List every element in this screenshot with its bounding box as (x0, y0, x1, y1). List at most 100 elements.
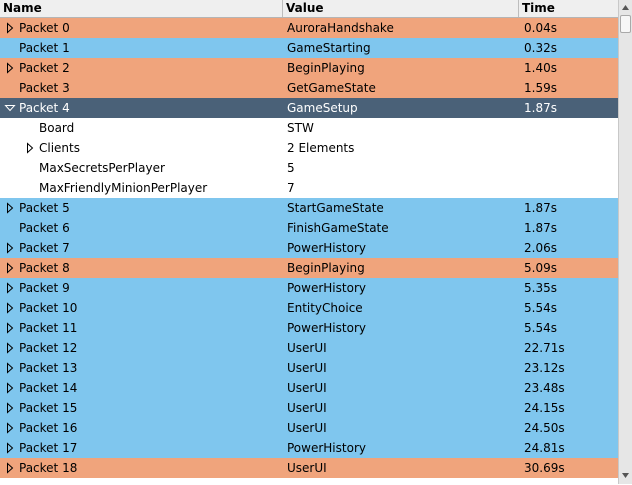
expanded-arrow-icon[interactable] (4, 98, 16, 118)
collapsed-arrow-icon[interactable] (24, 138, 36, 158)
row-value-cell: UserUI (287, 421, 327, 435)
row-value-cell: EntityChoice (287, 301, 363, 315)
row-name-cell: Packet 7 (0, 238, 283, 258)
collapsed-arrow-icon[interactable] (4, 298, 16, 318)
row-time-cell: 5.54s (524, 321, 557, 335)
collapsed-arrow-icon[interactable] (4, 438, 16, 458)
row-name-label: Packet 5 (19, 201, 70, 215)
tree-row[interactable]: Packet 11 PowerHistory 5.54s (0, 318, 618, 338)
row-name-cell: Packet 17 (0, 438, 283, 458)
tree-row[interactable]: Packet 2 BeginPlaying 1.40s (0, 58, 618, 78)
collapsed-arrow-icon[interactable] (4, 398, 16, 418)
row-name-label: Packet 0 (19, 21, 70, 35)
tree-row[interactable]: Packet 5 StartGameState 1.87s (0, 198, 618, 218)
tree-row[interactable]: Packet 1 GameStarting 0.32s (0, 38, 618, 58)
collapsed-arrow-icon[interactable] (4, 238, 16, 258)
tree-row[interactable]: MaxSecretsPerPlayer 5 (0, 158, 618, 178)
row-value-cell: 2 Elements (287, 141, 355, 155)
collapsed-arrow-icon[interactable] (4, 378, 16, 398)
tree-row[interactable]: Packet 6 FinishGameState 1.87s (0, 218, 618, 238)
collapsed-arrow-icon[interactable] (4, 418, 16, 438)
row-value-cell: AuroraHandshake (287, 21, 394, 35)
row-name-cell: Packet 18 (0, 458, 283, 478)
row-value-cell: STW (287, 121, 314, 135)
collapsed-arrow-icon[interactable] (4, 58, 16, 78)
tree-row[interactable]: Packet 13 UserUI 23.12s (0, 358, 618, 378)
row-value-cell: UserUI (287, 401, 327, 415)
row-value-cell: FinishGameState (287, 221, 389, 235)
row-name-cell: Packet 10 (0, 298, 283, 318)
row-time-cell: 23.48s (524, 381, 565, 395)
row-time-cell: 5.09s (524, 261, 557, 275)
tree-row[interactable]: Packet 0 AuroraHandshake 0.04s (0, 18, 618, 38)
row-name-cell: Board (0, 118, 283, 138)
row-value-cell: UserUI (287, 381, 327, 395)
row-time-cell: 24.50s (524, 421, 565, 435)
row-time-cell: 30.69s (524, 461, 565, 475)
scroll-down-arrow-icon[interactable] (620, 469, 631, 482)
vertical-scrollbar[interactable] (618, 0, 632, 484)
row-name-cell: Packet 13 (0, 358, 283, 378)
scroll-up-arrow-icon[interactable] (620, 1, 631, 14)
row-name-label: Packet 11 (19, 321, 78, 335)
tree-row[interactable]: Packet 18 UserUI 30.69s (0, 458, 618, 478)
row-time-cell: 0.32s (524, 41, 557, 55)
tree-rows: Packet 0 AuroraHandshake 0.04s Packet 1 Game… (0, 18, 618, 478)
tree-row[interactable]: Packet 15 UserUI 24.15s (0, 398, 618, 418)
tree-row[interactable]: Packet 9 PowerHistory 5.35s (0, 278, 618, 298)
collapsed-arrow-icon[interactable] (4, 198, 16, 218)
row-time-cell (524, 138, 616, 158)
column-header: Name Value Time (0, 0, 618, 18)
tree-row[interactable]: Packet 17 PowerHistory 24.81s (0, 438, 618, 458)
tree-row[interactable]: Packet 10 EntityChoice 5.54s (0, 298, 618, 318)
row-time-cell (524, 158, 616, 178)
tree-row[interactable]: Board STW (0, 118, 618, 138)
column-header-name[interactable]: Name (0, 0, 283, 17)
collapsed-arrow-icon[interactable] (4, 318, 16, 338)
collapsed-arrow-icon[interactable] (4, 18, 16, 38)
row-value-cell: 7 (287, 181, 295, 195)
row-name-label: Packet 17 (19, 441, 78, 455)
row-name-label: Packet 7 (19, 241, 70, 255)
column-header-time[interactable]: Time (522, 1, 555, 15)
row-name-label: Packet 6 (19, 221, 70, 235)
row-name-cell: Packet 16 (0, 418, 283, 438)
row-value-cell: GameSetup (287, 101, 358, 115)
collapsed-arrow-icon[interactable] (4, 338, 16, 358)
collapsed-arrow-icon[interactable] (4, 458, 16, 478)
row-time-cell: 1.59s (524, 81, 557, 95)
row-name-cell: Packet 6 (0, 218, 283, 238)
collapsed-arrow-icon[interactable] (4, 358, 16, 378)
row-time-cell: 23.12s (524, 361, 565, 375)
tree-row[interactable]: Packet 8 BeginPlaying 5.09s (0, 258, 618, 278)
column-header-value[interactable]: Value (283, 0, 519, 17)
row-name-label: Packet 9 (19, 281, 70, 295)
row-time-cell: 24.81s (524, 441, 565, 455)
row-name-cell: MaxFriendlyMinionPerPlayer (0, 178, 283, 198)
row-name-label: Packet 18 (19, 461, 78, 475)
tree-row[interactable]: Packet 14 UserUI 23.48s (0, 378, 618, 398)
tree-row[interactable]: Packet 4 GameSetup 1.87s (0, 98, 618, 118)
row-time-cell: 2.06s (524, 241, 557, 255)
row-time-cell: 0.04s (524, 21, 557, 35)
row-time-cell: 1.87s (524, 101, 557, 115)
row-name-label: Board (39, 121, 75, 135)
row-name-label: Packet 1 (19, 41, 70, 55)
tree-row[interactable]: MaxFriendlyMinionPerPlayer 7 (0, 178, 618, 198)
tree-row[interactable]: Packet 12 UserUI 22.71s (0, 338, 618, 358)
collapsed-arrow-icon[interactable] (4, 278, 16, 298)
row-time-cell: 1.87s (524, 221, 557, 235)
tree-row[interactable]: Packet 16 UserUI 24.50s (0, 418, 618, 438)
collapsed-arrow-icon[interactable] (4, 258, 16, 278)
row-name-cell: Packet 0 (0, 18, 283, 38)
row-time-cell: 22.71s (524, 341, 565, 355)
row-name-cell: Packet 5 (0, 198, 283, 218)
row-value-cell: UserUI (287, 461, 327, 475)
tree-row[interactable]: Packet 7 PowerHistory 2.06s (0, 238, 618, 258)
row-name-label: Packet 14 (19, 381, 78, 395)
tree-row[interactable]: Packet 3 GetGameState 1.59s (0, 78, 618, 98)
tree-row[interactable]: Clients 2 Elements (0, 138, 618, 158)
row-name-cell: MaxSecretsPerPlayer (0, 158, 283, 178)
scrollbar-thumb[interactable] (620, 15, 631, 33)
